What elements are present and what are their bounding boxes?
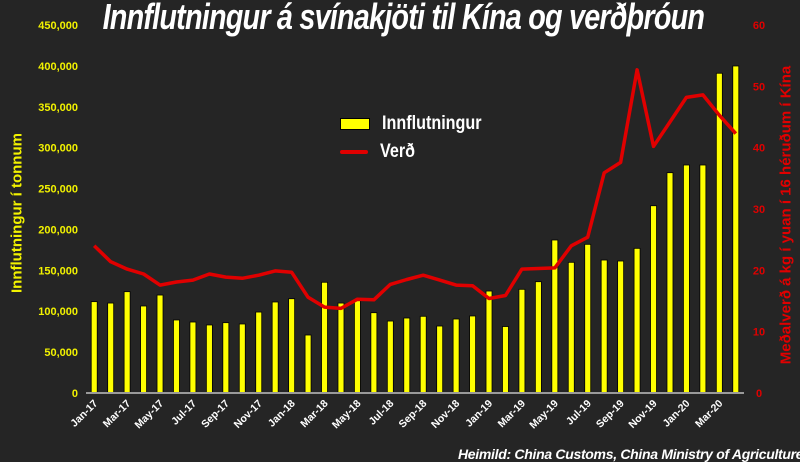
bar-Aug-19 — [600, 259, 608, 394]
bar-Jan-18 — [288, 298, 296, 394]
left-y-tick-label: 150,000 — [38, 265, 78, 277]
left-y-tick-label: 400,000 — [38, 61, 78, 73]
x-tick-label: Nov-19 — [626, 398, 659, 431]
left-y-tick-label: 0 — [72, 388, 78, 400]
bar-Sep-17 — [222, 322, 230, 394]
legend: Innflutningur Verð — [340, 110, 499, 166]
x-tick-label: Sep-18 — [397, 398, 430, 431]
bar-Feb-20 — [699, 164, 707, 394]
right-y-tick-label: 50 — [753, 81, 765, 93]
bar-Aug-17 — [205, 324, 213, 394]
x-tick-label: Mar-19 — [496, 398, 529, 431]
x-tick-label: Mar-18 — [298, 398, 331, 431]
bar-Feb-19 — [502, 326, 509, 394]
right-y-tick-label: 60 — [753, 20, 765, 32]
bar-Nov-19 — [650, 205, 657, 394]
right-y-axis-title: Meðalverð á kg í yuan í 16 héruðum í Kín… — [777, 65, 795, 365]
right-y-tick-label: 20 — [753, 265, 765, 277]
legend-label-imports: Innflutningur — [382, 113, 482, 134]
x-tick-label: Sep-19 — [594, 398, 627, 431]
left-y-tick-label: 350,000 — [38, 102, 78, 114]
left-y-axis-ticks: 0 50,000 100,000 150,000 200,000 250,000 300,0… — [38, 20, 78, 400]
left-y-tick-label: 100,000 — [38, 306, 78, 318]
import-bars — [90, 65, 740, 394]
x-tick-label: Jan-20 — [661, 398, 693, 430]
legend-bar-swatch-icon — [340, 118, 370, 130]
price-line — [92, 68, 738, 311]
legend-item-price: Verð — [340, 138, 499, 166]
x-tick-label: May-19 — [527, 398, 561, 432]
bar-Jul-17 — [189, 321, 197, 394]
bar-Jan-17 — [90, 301, 98, 394]
legend-line-swatch-icon — [340, 150, 368, 154]
bar-Jun-17 — [173, 319, 180, 394]
x-tick-label: Mar-17 — [101, 398, 134, 431]
right-y-axis-ticks: 0 10 20 30 40 50 60 — [753, 20, 765, 400]
x-tick-label: Nov-17 — [232, 398, 265, 431]
left-y-tick-label: 200,000 — [38, 224, 78, 236]
bar-Mar-17 — [123, 291, 131, 394]
right-y-tick-label: 10 — [753, 327, 765, 339]
x-tick-label: Mar-20 — [693, 398, 726, 431]
bar-Jan-19 — [485, 290, 493, 394]
x-tick-label: Jul-19 — [564, 398, 594, 428]
x-tick-label: Jan-19 — [463, 398, 495, 430]
bar-Dec-18 — [469, 315, 476, 394]
bar-Sep-19 — [617, 260, 625, 394]
bar-Apr-18 — [337, 302, 345, 394]
right-y-tick-label: 30 — [753, 204, 765, 216]
bar-Apr-20 — [732, 65, 740, 394]
x-tick-label: Jul-17 — [169, 398, 199, 428]
right-y-tick-label: 0 — [756, 388, 762, 400]
bar-Oct-19 — [633, 247, 641, 394]
x-tick-label: May-18 — [330, 398, 364, 432]
legend-label-price: Verð — [380, 141, 416, 162]
bar-Jun-19 — [567, 261, 575, 394]
bar-Dec-17 — [271, 301, 279, 394]
left-y-tick-label: 450,000 — [38, 20, 78, 32]
x-tick-label: Sep-17 — [199, 398, 232, 431]
x-axis-tick-labels: Jan-17 Mar-17 May-17 Jul-17 Sep-17 Nov-17 Jan-… — [68, 398, 725, 432]
bar-Jan-20 — [683, 164, 690, 394]
bar-Aug-18 — [403, 317, 411, 394]
bar-Oct-18 — [436, 325, 444, 394]
bar-Feb-17 — [107, 302, 115, 394]
x-tick-label: Jul-18 — [366, 398, 396, 428]
x-tick-label: Nov-18 — [429, 398, 462, 431]
x-tick-label: May-17 — [132, 398, 166, 432]
bar-Dec-19 — [666, 172, 674, 394]
bar-Mar-18 — [321, 281, 328, 394]
bar-Feb-18 — [304, 334, 312, 394]
source-note: Heimild: China Customs, China Ministry o… — [458, 446, 800, 462]
bar-Apr-17 — [140, 305, 147, 394]
bar-Nov-17 — [255, 311, 263, 394]
left-y-axis-title: Innflutningur í tonnum — [8, 133, 26, 293]
bar-Oct-17 — [238, 323, 246, 394]
left-y-tick-label: 250,000 — [38, 184, 78, 196]
bar-Sep-18 — [419, 315, 427, 394]
legend-item-imports: Innflutningur — [340, 110, 499, 138]
x-tick-label: Jan-17 — [68, 398, 100, 430]
bar-Jul-18 — [386, 320, 394, 394]
left-y-tick-label: 300,000 — [38, 143, 78, 155]
bar-Apr-19 — [534, 281, 542, 394]
bar-May-17 — [156, 294, 164, 394]
bar-May-18 — [354, 300, 361, 394]
right-y-tick-label: 40 — [753, 143, 765, 155]
bar-Jul-19 — [584, 243, 592, 394]
bar-Mar-20 — [715, 72, 723, 394]
x-tick-label: Jan-18 — [266, 398, 298, 430]
bar-Nov-18 — [452, 318, 460, 394]
chart-title: Innflutningur á svínakjöti til Kína og v… — [102, 0, 705, 37]
left-y-tick-label: 50,000 — [44, 347, 78, 359]
bar-Jun-18 — [370, 312, 378, 394]
bar-Mar-19 — [518, 288, 526, 394]
